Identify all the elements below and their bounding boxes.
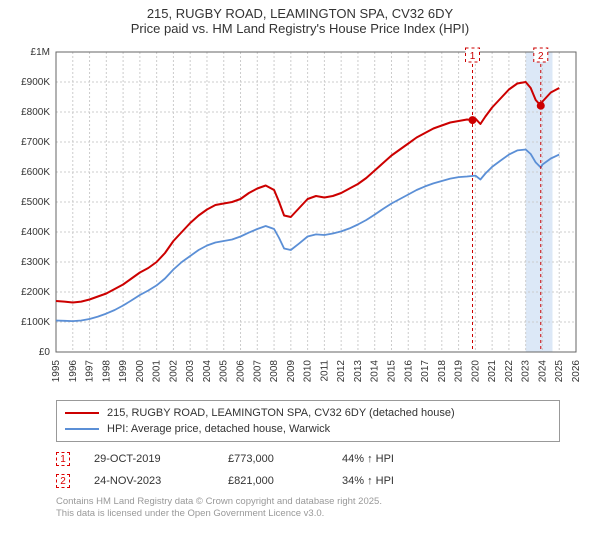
svg-text:2011: 2011 bbox=[319, 360, 330, 382]
svg-text:£900K: £900K bbox=[21, 77, 50, 88]
svg-text:£200K: £200K bbox=[21, 287, 50, 298]
svg-text:2009: 2009 bbox=[286, 360, 297, 383]
svg-text:2020: 2020 bbox=[470, 360, 481, 383]
sales-table: 1 29-OCT-2019 £773,000 44% ↑ HPI 2 24-NOV-202… bbox=[56, 448, 560, 492]
chart-area: £0 £100K £200K £300K £400K £500K £600K £700K £80… bbox=[10, 42, 590, 392]
svg-text:2004: 2004 bbox=[202, 360, 213, 383]
sale-marker: 2 bbox=[56, 474, 70, 488]
svg-text:£500K: £500K bbox=[21, 197, 50, 208]
sale-date: 29-OCT-2019 bbox=[94, 453, 204, 465]
sale-marker: 1 bbox=[56, 452, 70, 466]
svg-text:2007: 2007 bbox=[252, 360, 263, 383]
sale-row: 1 29-OCT-2019 £773,000 44% ↑ HPI bbox=[56, 448, 560, 470]
sale-row: 2 24-NOV-2023 £821,000 34% ↑ HPI bbox=[56, 470, 560, 492]
svg-text:1996: 1996 bbox=[68, 360, 79, 383]
legend-label: HPI: Average price, detached house, Warw… bbox=[107, 423, 330, 435]
sale-delta: 34% ↑ HPI bbox=[342, 475, 432, 487]
legend-item: HPI: Average price, detached house, Warw… bbox=[65, 421, 551, 437]
svg-text:£100K: £100K bbox=[21, 317, 50, 328]
svg-text:2003: 2003 bbox=[185, 360, 196, 383]
svg-text:1999: 1999 bbox=[118, 360, 129, 383]
svg-text:2000: 2000 bbox=[135, 360, 146, 383]
svg-text:2010: 2010 bbox=[303, 360, 314, 383]
svg-text:2024: 2024 bbox=[537, 360, 548, 383]
svg-text:£800K: £800K bbox=[21, 107, 50, 118]
svg-text:2017: 2017 bbox=[420, 360, 431, 383]
svg-text:2016: 2016 bbox=[403, 360, 414, 383]
svg-text:2014: 2014 bbox=[370, 360, 381, 383]
svg-text:£0: £0 bbox=[39, 347, 51, 358]
footer: Contains HM Land Registry data © Crown c… bbox=[56, 496, 560, 521]
svg-text:2008: 2008 bbox=[269, 360, 280, 383]
svg-text:2: 2 bbox=[538, 51, 544, 62]
title-block: 215, RUGBY ROAD, LEAMINGTON SPA, CV32 6D… bbox=[0, 0, 600, 38]
svg-text:1: 1 bbox=[470, 51, 476, 62]
svg-text:1995: 1995 bbox=[51, 360, 62, 383]
footer-licence: This data is licensed under the Open Gov… bbox=[56, 508, 560, 520]
svg-text:2001: 2001 bbox=[152, 360, 163, 383]
svg-text:2026: 2026 bbox=[571, 360, 582, 383]
svg-text:2012: 2012 bbox=[336, 360, 347, 383]
svg-text:2006: 2006 bbox=[236, 360, 247, 383]
legend-swatch bbox=[65, 412, 99, 414]
svg-text:£400K: £400K bbox=[21, 227, 50, 238]
sale-price: £773,000 bbox=[228, 453, 318, 465]
sale-price: £821,000 bbox=[228, 475, 318, 487]
svg-text:2025: 2025 bbox=[554, 360, 565, 383]
svg-text:£700K: £700K bbox=[21, 137, 50, 148]
chart-title: 215, RUGBY ROAD, LEAMINGTON SPA, CV32 6D… bbox=[10, 6, 590, 21]
svg-text:2019: 2019 bbox=[454, 360, 465, 383]
svg-text:2015: 2015 bbox=[386, 360, 397, 383]
svg-text:£300K: £300K bbox=[21, 257, 50, 268]
sale-date: 24-NOV-2023 bbox=[94, 475, 204, 487]
svg-text:2002: 2002 bbox=[168, 360, 179, 383]
chart-subtitle: Price paid vs. HM Land Registry's House … bbox=[10, 21, 590, 36]
legend: 215, RUGBY ROAD, LEAMINGTON SPA, CV32 6D… bbox=[56, 400, 560, 442]
svg-text:£1M: £1M bbox=[31, 47, 50, 58]
sale-delta: 44% ↑ HPI bbox=[342, 453, 432, 465]
line-chart: £0 £100K £200K £300K £400K £500K £600K £700K £80… bbox=[10, 42, 590, 392]
svg-text:2018: 2018 bbox=[437, 360, 448, 383]
svg-text:1997: 1997 bbox=[85, 360, 96, 383]
svg-text:1998: 1998 bbox=[101, 360, 112, 383]
svg-text:£600K: £600K bbox=[21, 167, 50, 178]
svg-text:2013: 2013 bbox=[353, 360, 364, 383]
svg-text:2021: 2021 bbox=[487, 360, 498, 383]
legend-item: 215, RUGBY ROAD, LEAMINGTON SPA, CV32 6D… bbox=[65, 405, 551, 421]
svg-text:2022: 2022 bbox=[504, 360, 515, 383]
svg-text:2005: 2005 bbox=[219, 360, 230, 383]
legend-swatch bbox=[65, 428, 99, 430]
svg-text:2023: 2023 bbox=[521, 360, 532, 383]
legend-label: 215, RUGBY ROAD, LEAMINGTON SPA, CV32 6D… bbox=[107, 407, 455, 419]
footer-copyright: Contains HM Land Registry data © Crown c… bbox=[56, 496, 560, 508]
